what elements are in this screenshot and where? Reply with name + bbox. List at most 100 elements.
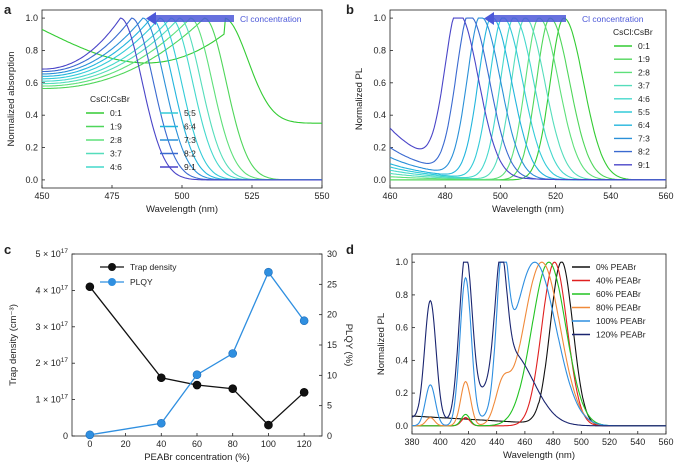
panel-c-ytick-right-label: 0 [327,431,332,441]
panel-c-point-trap-density [85,282,95,292]
panel-c-ytick-left-exp: 17 [61,248,69,255]
panel-c-point-plqy [156,418,166,428]
panel-c-ytick-left-base: 4 × 10 [35,285,60,295]
panel-a-ytick-label: 0.0 [25,175,38,185]
panel-b-xtick-label: 540 [603,191,618,201]
panel-c-ytick-left-label: 5 × 1017 [35,248,68,259]
panel-d-xtick-label: 500 [574,437,589,447]
panel-d-legend-entry: 100% PEABr [596,316,646,326]
panel-b-arrow-bar [490,15,566,22]
panel-a-ylabel: Normalized absorption [6,51,17,146]
panel-c-ytick-left-label: 4 × 1017 [35,284,68,295]
panel-c-xtick-label: 100 [261,439,276,449]
panel-b-legend-entry: 2:8 [638,67,650,77]
panel-b-ytick-label: 0.4 [373,110,386,120]
panel-a-xtick-label: 525 [244,191,259,201]
panel-c-xtick-label: 40 [156,439,166,449]
panel-a-series-8-2 [42,17,322,181]
panel-a-legend-entry: 3:7 [110,149,122,159]
panel-d-legend-entry: 0% PEABr [596,262,636,272]
panel-a-arrow-head [146,12,156,25]
panel-c-point-trap-density [264,420,273,430]
panel-c-xtick-label: 60 [192,439,202,449]
panel-b-legend-entry: 4:6 [638,94,650,104]
panel-c-point-plqy [299,316,309,326]
panel-a-legend-entry: 5:5 [184,108,196,118]
panel-a-label: a [4,2,12,17]
panel-c-ytick-left-label: 0 [63,431,68,441]
panel-c-point-plqy [192,370,202,380]
panel-c-point-plqy [228,349,238,358]
panel-c-ytick-left-exp: 17 [61,394,69,401]
panel-d-ytick-label: 0.6 [395,323,408,333]
panel-a-series-9-1 [42,17,322,181]
panel-d-ytick-label: 0.2 [395,388,408,398]
panel-c-series-trap-density [89,286,305,427]
panel-b-legend-entry: 9:1 [638,160,650,170]
panel-c-xlabel: PEABr concentration (%) [144,452,250,463]
panel-d-legend-entry: 40% PEABr [596,276,641,286]
panel-c-ytick-left-label: 2 × 1017 [35,357,68,368]
panel-b-arrow-label: Cl concentration [582,14,644,24]
panel-b-xtick-label: 480 [438,191,453,201]
panel-d-xtick-label: 520 [602,437,617,447]
panel-c-legend-entry: Trap density [130,262,177,272]
panel-a-legend-entry: 6:4 [184,122,196,132]
panel-a-legend-entry: 9:1 [184,162,196,172]
panel-a-ytick-label: 0.4 [25,110,38,120]
panel-d-xtick-label: 440 [489,437,504,447]
panel-c-ytick-right-label: 30 [327,249,337,259]
panel-b-xtick-label: 500 [493,191,508,201]
panel-b-label: b [346,2,354,17]
panel-a-series-6-4 [42,17,322,181]
panel-c-ytick-left-exp: 17 [61,284,69,291]
panel-d-xtick-label: 480 [546,437,561,447]
panel-a-ytick-label: 0.8 [25,45,38,55]
panel-b-plot-frame [389,9,667,189]
panel-b-xtick-label: 560 [658,191,673,201]
panel-c-ytick-right-label: 25 [327,279,337,289]
panel-d-xtick-label: 560 [658,437,673,447]
panel-b-xtick-label: 460 [382,191,397,201]
panel-a-xlabel: Wavelength (nm) [146,204,218,215]
panel-b-series-9-1 [389,17,666,181]
panel-a-legend-entry: 1:9 [110,122,122,132]
panel-c-ytick-right-label: 20 [327,310,337,320]
panel-d-label: d [346,242,354,257]
panel-c-legend-marker [108,263,116,271]
panel-c-point-trap-density [192,380,202,390]
panel-a-xtick-label: 550 [314,191,329,201]
panel-b-ytick-label: 0.8 [373,45,386,55]
panel-b-legend-entry: 0:1 [638,41,650,51]
panel-c-label: c [4,242,11,257]
panel-d-ytick-label: 1.0 [395,257,408,267]
panel-b-legend-entry: 6:4 [638,120,650,130]
panel-c-ytick-left-base: 0 [63,431,68,441]
panel-d-xlabel: Wavelength (nm) [503,450,575,461]
panel-a-legend-entry: 0:1 [110,108,122,118]
panel-b-ytick-label: 1.0 [373,13,386,23]
panel-d-legend-entry: 80% PEABr [596,303,641,313]
panel-a-legend-entry: 4:6 [110,162,122,172]
panel-d-legend-entry: 60% PEABr [596,289,641,299]
panel-d-xtick-label: 380 [404,437,419,447]
panel-b-legend-entry: 3:7 [638,81,650,91]
panel-c-ytick-right-label: 15 [327,340,337,350]
panel-c-legend-marker [108,278,116,286]
panel-d-peabr-pl: 380 400 420 440 460 480 500 520 540 560 0.0 0.2 0.4 0… [376,253,674,461]
panel-c-xtick-label: 0 [87,439,92,449]
panel-d-xtick-label: 460 [517,437,532,447]
panel-d-ytick-label: 0.4 [395,355,408,365]
panel-a-ytick-label: 0.2 [25,143,38,153]
panel-d-ylabel: Normalized PL [376,313,387,375]
panel-b-legend-entry: 8:2 [638,147,650,157]
panel-b-ytick-label: 0.6 [373,78,386,88]
panel-c-ytick-left-base: 1 × 10 [35,395,60,405]
panel-b-xlabel: Wavelength (nm) [492,204,564,215]
panel-d-xtick-label: 540 [630,437,645,447]
panel-b-pl: 460 480 500 520 540 560 0.0 0.2 0.4 0.6 0.8 1.0 Wave… [354,9,674,215]
panel-b-xtick-label: 520 [548,191,563,201]
panel-b-legend-title: CsCl:CsBr [613,27,653,37]
